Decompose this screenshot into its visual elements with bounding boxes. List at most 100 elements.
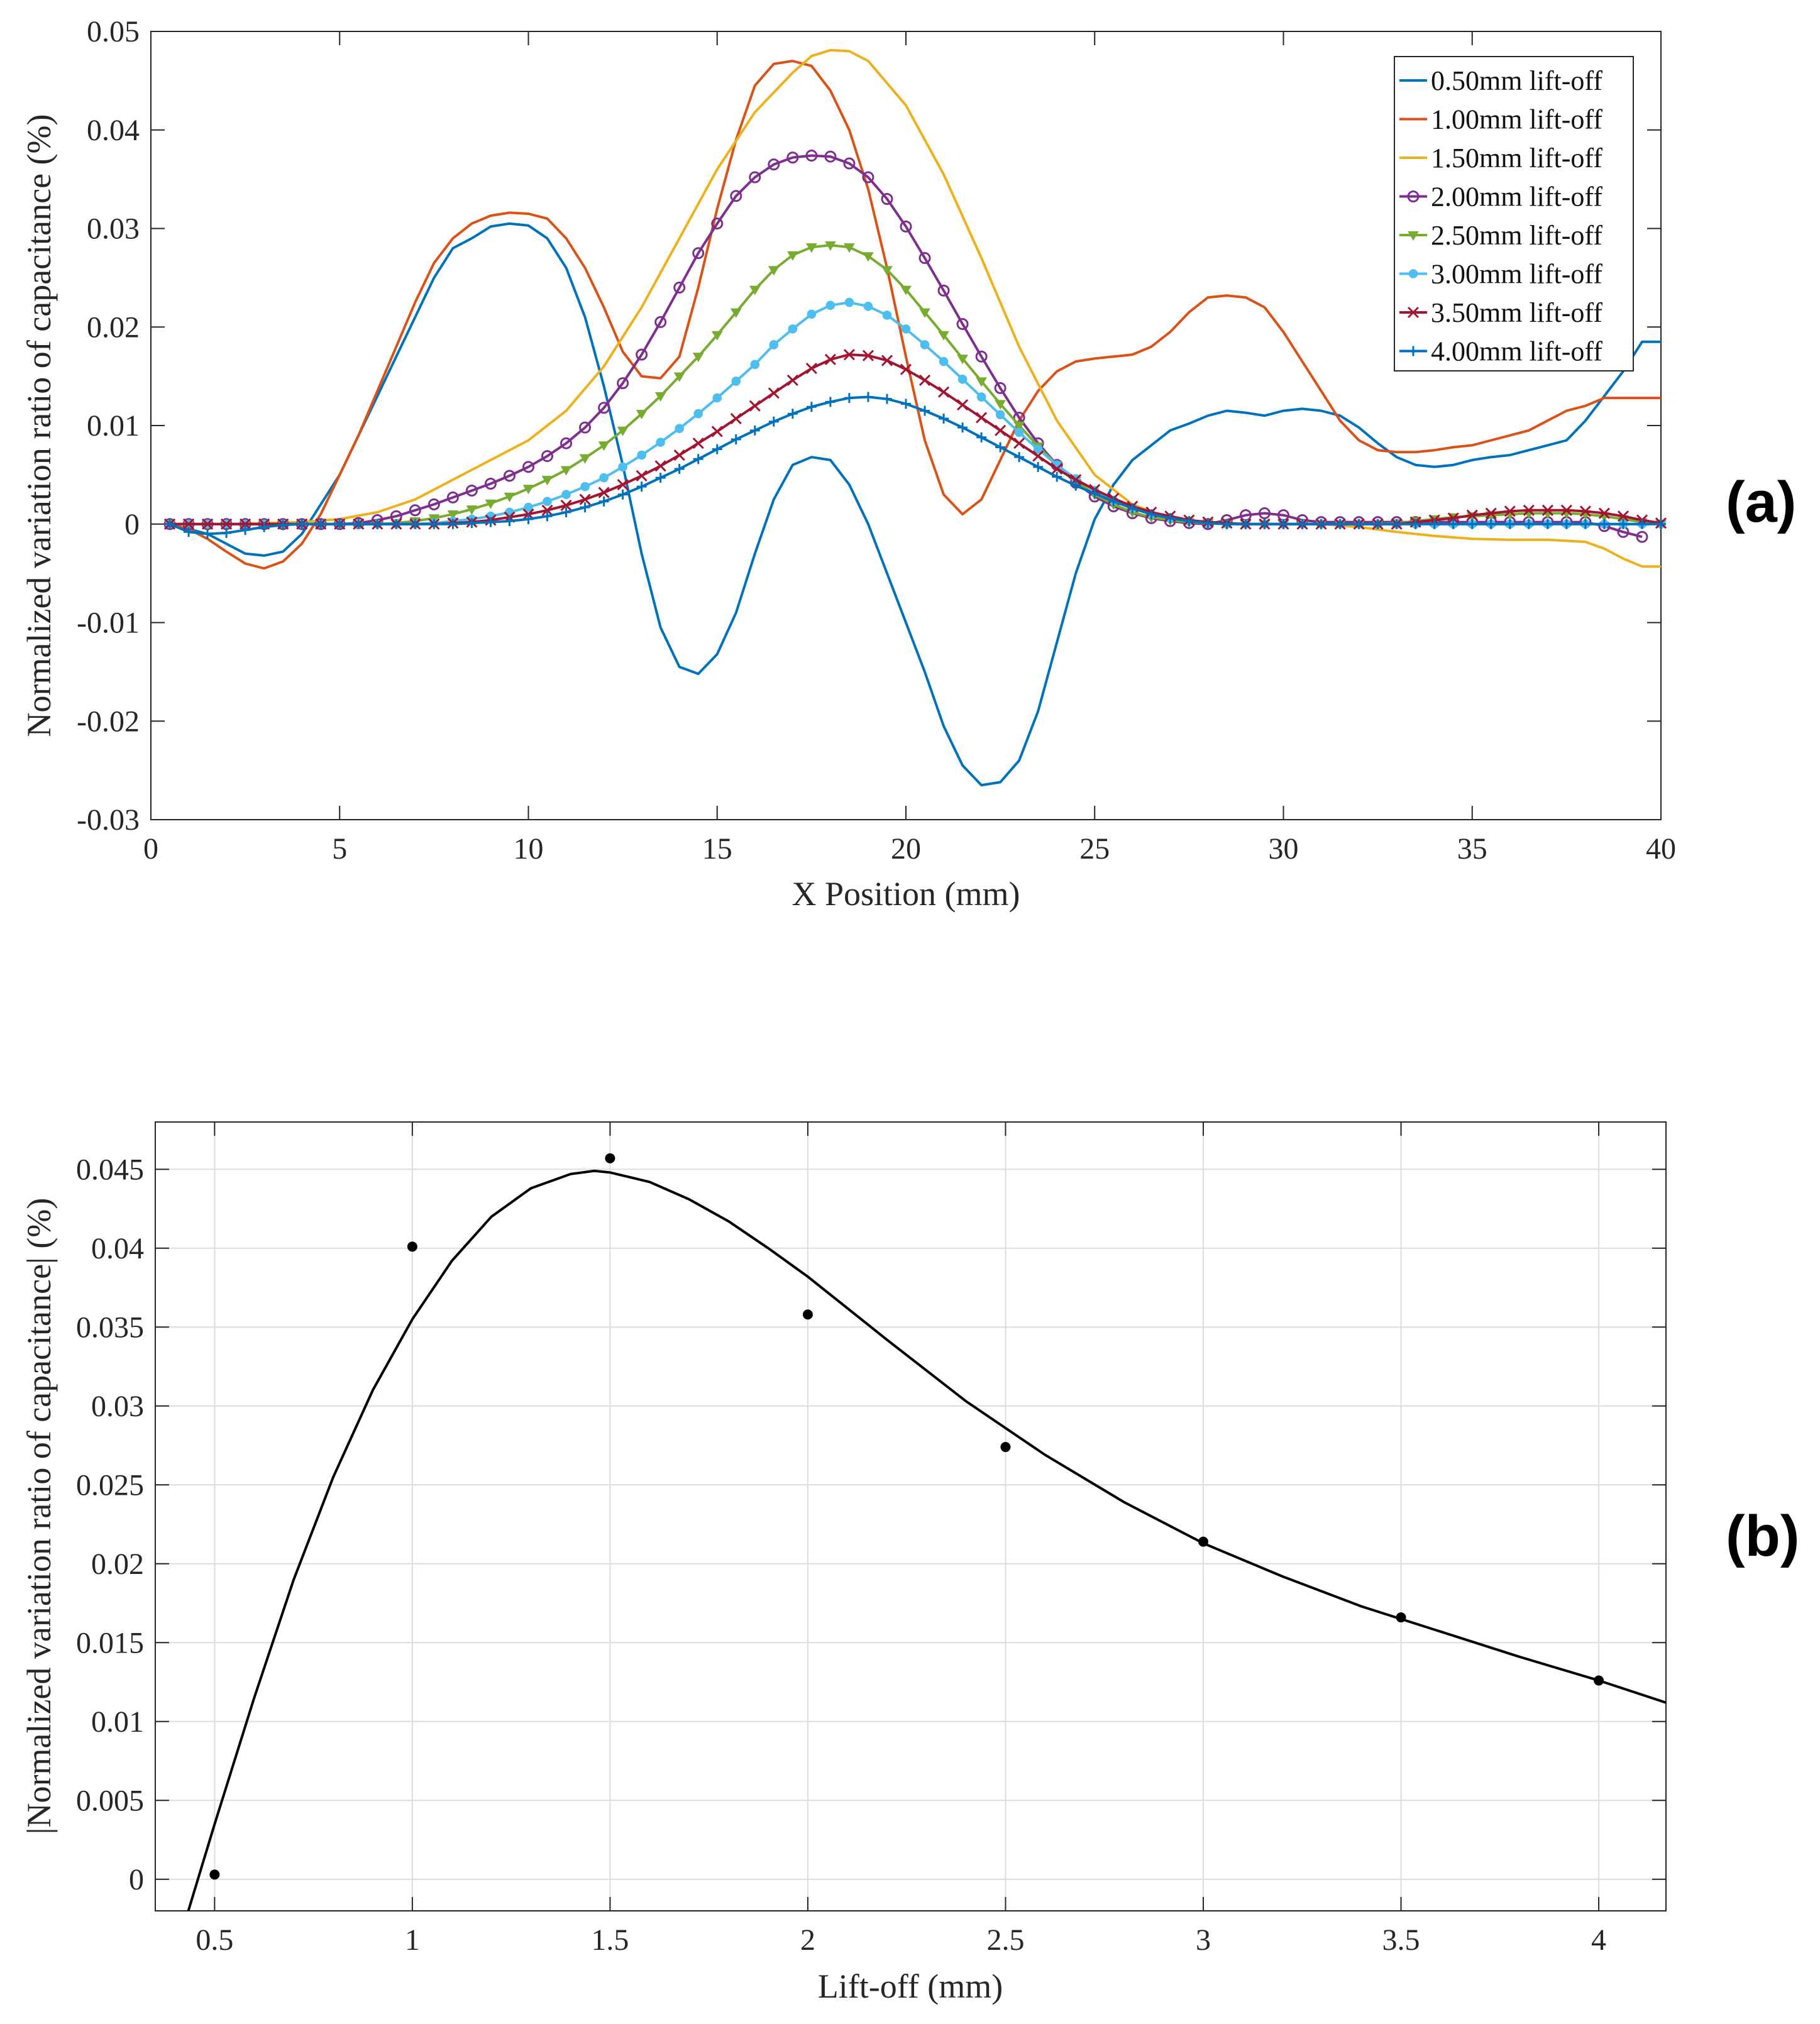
x-tick-label: 10: [514, 832, 544, 866]
x-tick-label: 4: [1591, 1923, 1606, 1957]
data-point: [919, 308, 930, 318]
data-point: [844, 243, 855, 253]
y-tick-label: 0.03: [87, 212, 140, 246]
series-line: [170, 48, 1661, 568]
y-tick-label: -0.03: [77, 803, 140, 837]
legend-label: 3.50mm lift-off: [1431, 297, 1602, 328]
data-point: [900, 220, 912, 233]
data-point: [1051, 463, 1063, 475]
data-point: [957, 355, 968, 365]
data-point: [637, 450, 646, 460]
data-point: [182, 518, 195, 530]
legend-label: 2.50mm lift-off: [1431, 220, 1602, 251]
legend-marker: [1407, 190, 1420, 202]
data-point: [731, 434, 741, 444]
data-point: [749, 400, 761, 412]
data-point: [1146, 509, 1157, 520]
x-tick-label: 1: [405, 1923, 420, 1957]
y-tick-label: 0.045: [76, 1153, 144, 1186]
data-point: [617, 377, 629, 390]
data-point: [693, 409, 703, 419]
x-tick-label: 0.5: [196, 1923, 233, 1957]
data-point: [994, 382, 1007, 394]
x-tick-label: 3.5: [1382, 1923, 1420, 1957]
data-point: [711, 426, 723, 437]
chart-b-axes: 0.5 1 1.5 2 2.5 3 3.5 4 0 0.005 0.01 0.015 0.02 0.025…: [76, 1122, 1666, 1957]
data-point: [1617, 510, 1630, 522]
data-point: [1541, 504, 1553, 516]
data-point: [541, 450, 554, 463]
data-point: [863, 392, 873, 402]
data-point: [1636, 519, 1647, 529]
data-point: [673, 449, 685, 461]
data-point: [1184, 516, 1194, 527]
data-point: [617, 478, 629, 491]
y-tick-label: -0.02: [77, 705, 140, 738]
data-point: [939, 414, 949, 424]
data-point: [976, 432, 987, 443]
data-point: [1278, 519, 1289, 529]
data-point: [900, 363, 912, 375]
data-point: [598, 402, 610, 414]
data-point: [918, 252, 931, 265]
data-point: [881, 266, 893, 276]
data-point: [976, 392, 986, 402]
chart-a-ylabel: Normalized variation ratio of capacitanc…: [20, 114, 58, 737]
data-point: [862, 171, 874, 184]
data-point: [749, 285, 761, 295]
data-point: [410, 519, 421, 529]
data-point: [768, 387, 780, 399]
data-point: [259, 522, 270, 532]
legend-label: 2.00mm lift-off: [1431, 182, 1602, 212]
data-point: [805, 363, 817, 375]
data-point: [636, 348, 648, 361]
legend-label: 1.00mm lift-off: [1431, 104, 1602, 135]
data-point: [636, 481, 647, 492]
data-point: [202, 529, 213, 539]
data-point: [503, 470, 516, 482]
data-point: [561, 507, 571, 517]
data-point: [1033, 461, 1044, 472]
data-point: [409, 504, 421, 517]
y-tick-label: 0: [124, 508, 140, 541]
data-point: [1504, 519, 1515, 529]
series-3-50mm-lift-off: [163, 349, 1667, 530]
data-point: [636, 410, 648, 420]
data-point: [654, 392, 666, 402]
data-point: [768, 416, 779, 427]
data-point: [353, 519, 364, 529]
data-point: [1240, 519, 1251, 529]
data-point: [598, 496, 609, 507]
data-point: [693, 454, 703, 465]
data-point: [560, 499, 572, 512]
data-point: [749, 425, 760, 436]
data-point: [881, 355, 893, 366]
data-point: [1258, 507, 1271, 520]
data-point: [504, 516, 515, 527]
legend-label: 0.50mm lift-off: [1431, 65, 1602, 96]
data-point: [466, 518, 477, 529]
data-point: [995, 442, 1006, 453]
data-point: [1033, 444, 1043, 454]
data-point: [731, 377, 741, 386]
data-point: [957, 399, 969, 411]
x-tick-label: 3: [1196, 1923, 1211, 1957]
data-point: [995, 424, 1007, 436]
data-point: [711, 331, 723, 341]
data-point: [825, 300, 836, 311]
chart-a: 0 5 10 15 20 25 30 35 40 -0.03 -0.02 -0.01 0 0.01 0.02…: [20, 15, 1796, 913]
data-point: [900, 285, 912, 295]
legend-label: 1.50mm lift-off: [1431, 143, 1602, 173]
data-point: [209, 1869, 220, 1880]
data-point: [543, 497, 552, 506]
data-point: [1127, 503, 1138, 514]
x-tick-label: 30: [1269, 832, 1299, 866]
data-point: [561, 490, 571, 500]
data-point: [673, 372, 685, 382]
data-point: [805, 150, 818, 162]
data-point: [598, 487, 610, 498]
data-point: [675, 424, 684, 434]
data-point: [1599, 519, 1609, 529]
data-point: [802, 1309, 813, 1320]
data-point: [448, 519, 458, 529]
